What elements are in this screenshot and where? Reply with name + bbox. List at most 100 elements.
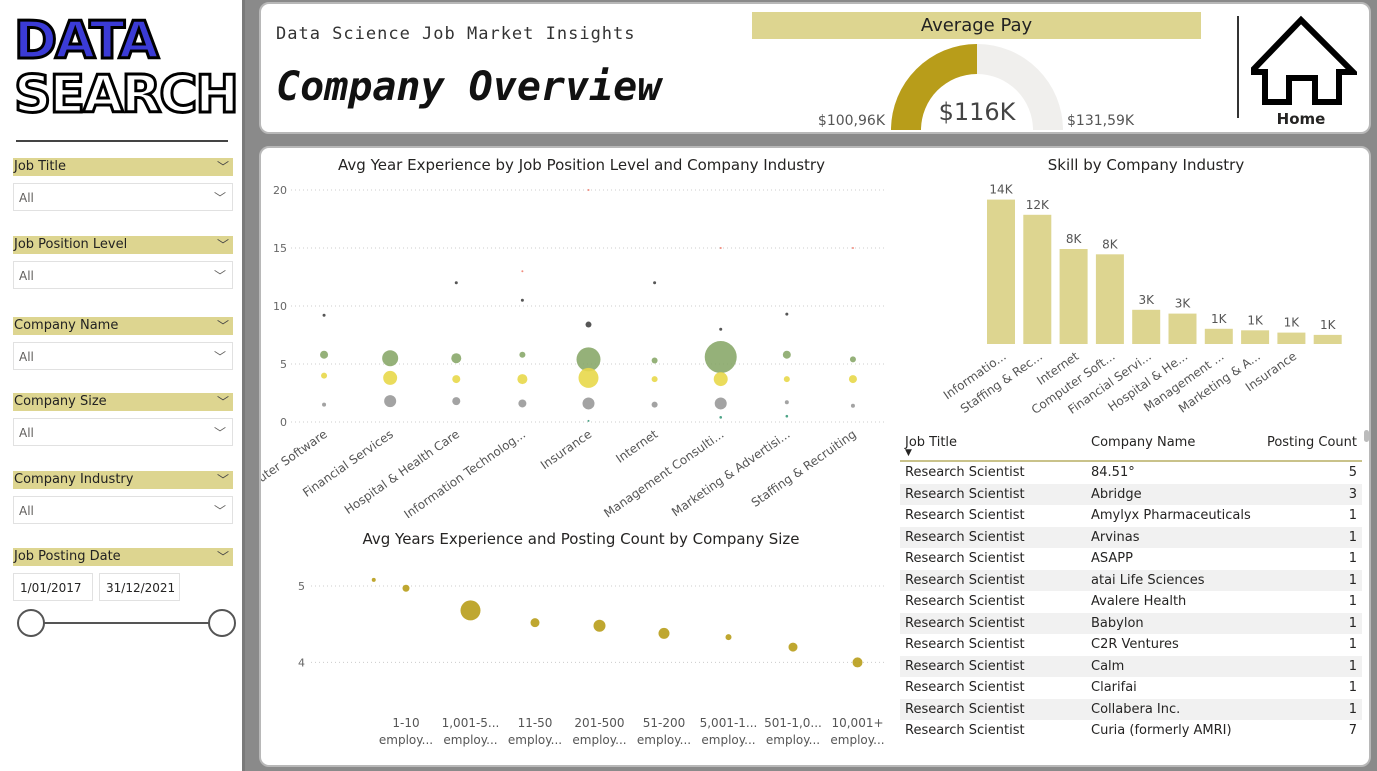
table-cell: Collabera Inc. bbox=[1091, 701, 1181, 717]
slicer-header[interactable]: Job Position Level ﹀ bbox=[13, 236, 233, 254]
job-position-level-dropdown[interactable]: All ﹀ bbox=[13, 261, 233, 289]
table-row[interactable]: Research Scientist Clarifai 1 bbox=[900, 677, 1362, 699]
average-pay-label: Average Pay bbox=[752, 12, 1201, 39]
table-cell: Research Scientist bbox=[905, 594, 1025, 609]
data-point bbox=[587, 419, 590, 422]
job-postings-table[interactable]: Job Title ▼ Company Name Posting Count R… bbox=[900, 430, 1362, 751]
data-point bbox=[651, 357, 658, 364]
company-industry-dropdown[interactable]: All ﹀ bbox=[13, 496, 233, 524]
data-point bbox=[719, 416, 723, 419]
home-icon bbox=[1243, 15, 1361, 105]
slicer-label: Job Title bbox=[14, 159, 67, 174]
x-tick-label: 11-50 bbox=[518, 716, 553, 730]
column-header-job-title[interactable]: Job Title bbox=[905, 435, 958, 450]
chevron-down-icon[interactable]: ﹀ bbox=[216, 395, 229, 409]
job-title-dropdown[interactable]: All ﹀ bbox=[13, 183, 233, 211]
table-row[interactable]: Research Scientist Amylyx Pharmaceuticals… bbox=[900, 505, 1362, 527]
data-point bbox=[783, 376, 790, 383]
table-cell: Research Scientist bbox=[905, 486, 1025, 502]
bar-data-label: 1K bbox=[1320, 318, 1337, 332]
home-button[interactable]: Home bbox=[1243, 14, 1361, 129]
x-tick-label: 1,001-5... bbox=[442, 716, 500, 730]
table-row[interactable]: Research Scientist Calm 1 bbox=[900, 655, 1362, 677]
table-cell: Research Scientist bbox=[905, 615, 1025, 631]
table-cell: Research Scientist bbox=[905, 658, 1025, 674]
company-name-dropdown[interactable]: All ﹀ bbox=[13, 342, 233, 370]
chevron-down-icon[interactable]: ﹀ bbox=[216, 319, 229, 333]
table-cell: C2R Ventures bbox=[1091, 637, 1179, 652]
bar bbox=[1023, 214, 1052, 344]
chevron-down-icon[interactable]: ﹀ bbox=[216, 473, 229, 487]
data-point bbox=[451, 353, 462, 364]
column-header-company-name[interactable]: Company Name bbox=[1091, 435, 1196, 450]
data-point bbox=[460, 600, 481, 621]
data-point bbox=[852, 657, 863, 668]
date-range-slider[interactable] bbox=[14, 607, 240, 641]
table-row[interactable]: Research Scientist Curia (formerly AMRI) 7 bbox=[900, 720, 1362, 742]
data-point bbox=[653, 281, 657, 285]
table-scrollbar[interactable] bbox=[1364, 430, 1369, 442]
data-point bbox=[383, 370, 398, 385]
slicer-company-name: Company Name ﹀ All ﹀ bbox=[13, 317, 233, 370]
table-row[interactable]: Research Scientist Abridge 3 bbox=[900, 483, 1362, 505]
experience-by-company-size-chart[interactable]: 4 5 1-10 employ... 1,001-5... employ... 11-50 e… bbox=[261, 553, 901, 763]
data-point bbox=[454, 281, 458, 285]
home-label: Home bbox=[1276, 110, 1326, 128]
chevron-down-icon[interactable]: ﹀ bbox=[216, 238, 229, 252]
table-cell: 84.51° bbox=[1091, 465, 1135, 480]
x-tick-label: Internet bbox=[613, 427, 660, 466]
data-point bbox=[530, 618, 540, 628]
company-size-dropdown[interactable]: All ﹀ bbox=[13, 418, 233, 446]
data-point bbox=[658, 627, 670, 639]
chevron-down-icon: ﹀ bbox=[213, 504, 226, 518]
data-point bbox=[519, 351, 526, 358]
slider-end-handle[interactable] bbox=[208, 609, 236, 637]
bar-data-label: 1K bbox=[1284, 316, 1301, 330]
table-cell: Research Scientist bbox=[905, 551, 1025, 566]
table-row[interactable]: Research Scientist Babylon 1 bbox=[900, 612, 1362, 634]
x-tick-label: 1-10 bbox=[392, 716, 419, 730]
gauge-value: $116K bbox=[939, 98, 1017, 126]
column-header-posting-count[interactable]: Posting Count bbox=[1266, 435, 1357, 450]
slicer-company-size: Company Size ﹀ All ﹀ bbox=[13, 393, 233, 446]
chevron-down-icon: ﹀ bbox=[213, 269, 226, 283]
x-tick-label: Management Consulti... bbox=[601, 427, 726, 518]
table-row[interactable]: Research Scientist 84.51° 5 bbox=[900, 462, 1362, 484]
bar bbox=[1313, 334, 1342, 344]
table-cell: Babylon bbox=[1091, 615, 1144, 631]
data-point bbox=[725, 634, 732, 641]
x-tick-label: employ... bbox=[379, 733, 433, 747]
table-row[interactable]: Research Scientist Collabera Inc. 1 bbox=[900, 698, 1362, 720]
table-row[interactable]: Research Scientist ASAPP 1 bbox=[900, 548, 1362, 570]
table-row[interactable]: Research Scientist Avalere Health 1 bbox=[900, 591, 1362, 613]
y-tick-label: 10 bbox=[273, 300, 287, 313]
slicer-header[interactable]: Job Title ﹀ bbox=[13, 158, 233, 176]
table-cell: Research Scientist bbox=[905, 723, 1025, 738]
bar bbox=[1204, 328, 1233, 344]
start-date-input[interactable]: 1/01/2017 bbox=[13, 573, 93, 601]
slicer-header[interactable]: Company Size ﹀ bbox=[13, 393, 233, 411]
end-date-input[interactable]: 31/12/2021 bbox=[99, 573, 180, 601]
chevron-down-icon[interactable]: ﹀ bbox=[216, 160, 229, 174]
divider bbox=[16, 140, 228, 142]
slider-start-handle[interactable] bbox=[17, 609, 45, 637]
table-row[interactable]: Research Scientist atai Life Sciences 1 bbox=[900, 569, 1362, 591]
slicer-header[interactable]: Company Industry ﹀ bbox=[13, 471, 233, 489]
table-row[interactable]: Research Scientist Arvinas 1 bbox=[900, 526, 1362, 548]
header-card: Data Science Job Market Insights Company… bbox=[259, 2, 1371, 134]
table-row[interactable]: Research Scientist C2R Ventures 1 bbox=[900, 634, 1362, 656]
slicer-header[interactable]: Job Posting Date ﹀ bbox=[13, 548, 233, 566]
chevron-down-icon: ﹀ bbox=[213, 350, 226, 364]
slicer-header[interactable]: Company Name ﹀ bbox=[13, 317, 233, 335]
data-point bbox=[782, 350, 791, 359]
table-cell: 1 bbox=[1348, 551, 1357, 566]
chevron-down-icon[interactable]: ﹀ bbox=[216, 550, 229, 564]
y-tick-label: 0 bbox=[280, 416, 287, 429]
slicer-job-title: Job Title ﹀ All ﹀ bbox=[13, 158, 233, 211]
table-cell: Research Scientist bbox=[905, 508, 1025, 523]
data-point bbox=[576, 347, 601, 372]
bar bbox=[1168, 313, 1197, 344]
data-point bbox=[849, 356, 856, 363]
